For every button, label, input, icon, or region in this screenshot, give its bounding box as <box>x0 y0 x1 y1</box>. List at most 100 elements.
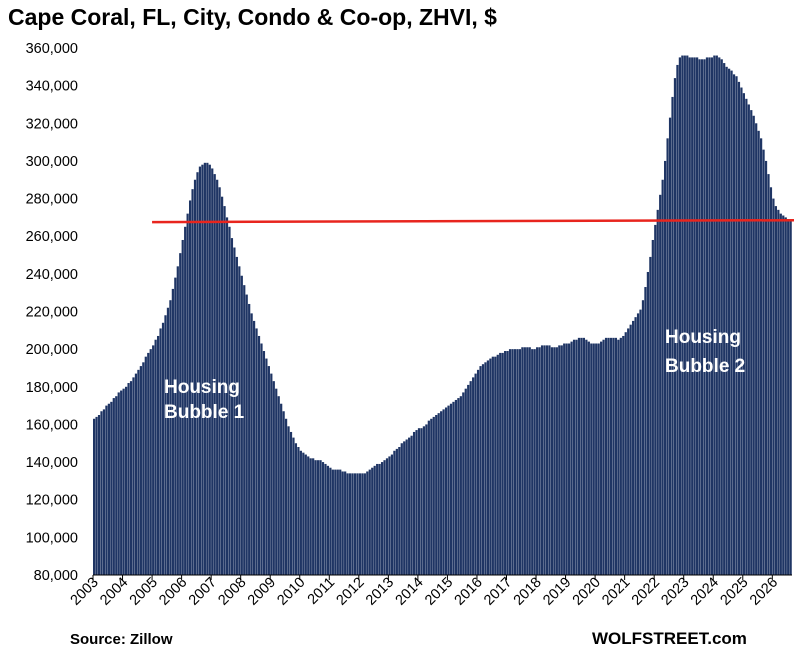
x-tick-label: 2007 <box>186 575 220 609</box>
x-tick-label: 2009 <box>245 575 279 609</box>
bar <box>304 454 307 575</box>
bar <box>688 57 691 576</box>
bar <box>166 307 170 575</box>
bar <box>329 467 332 575</box>
bar <box>769 187 773 575</box>
bar <box>144 356 147 575</box>
bar <box>344 471 347 575</box>
bar <box>607 337 610 575</box>
bars <box>93 55 792 576</box>
bar <box>506 351 509 575</box>
bar <box>476 369 480 575</box>
bar <box>351 473 354 575</box>
bar <box>97 415 101 575</box>
bar <box>403 441 406 575</box>
bar <box>592 343 595 575</box>
bar <box>316 460 320 575</box>
bar <box>284 418 288 575</box>
bar <box>324 463 327 575</box>
bar <box>260 343 263 575</box>
bar <box>110 401 113 575</box>
bar <box>511 349 514 575</box>
bar <box>585 339 588 575</box>
bar <box>504 351 507 575</box>
bar <box>723 63 726 576</box>
bar <box>270 373 273 575</box>
y-tick-label: 340,000 <box>26 79 78 95</box>
bar <box>368 469 371 575</box>
bar <box>513 349 517 575</box>
x-tick-label: 2022 <box>629 575 663 609</box>
bar <box>169 300 172 575</box>
bar <box>730 70 733 575</box>
x-tick-label: 2013 <box>363 575 397 609</box>
y-tick-label: 320,000 <box>26 116 78 132</box>
y-tick-label: 220,000 <box>26 305 78 321</box>
bar <box>280 403 283 575</box>
bar <box>563 343 566 575</box>
bar <box>484 362 487 575</box>
bar <box>454 399 458 575</box>
bar <box>713 55 716 575</box>
bar <box>718 57 721 576</box>
bar <box>267 366 270 575</box>
y-tick-label: 240,000 <box>26 267 78 283</box>
x-tick-label: 2018 <box>511 575 545 609</box>
bar <box>176 266 179 575</box>
bar <box>238 266 241 575</box>
bar <box>122 388 125 575</box>
bar <box>289 431 293 575</box>
bar <box>678 57 681 576</box>
bar <box>400 443 403 575</box>
bar <box>590 343 593 575</box>
bar <box>472 377 475 576</box>
y-tick-label: 260,000 <box>26 229 78 245</box>
bar <box>661 179 664 575</box>
reference-line <box>152 218 795 224</box>
x-tick-label: 2017 <box>481 575 515 609</box>
bar <box>220 196 224 575</box>
bar <box>425 424 428 575</box>
y-tick-label: 160,000 <box>26 417 78 433</box>
bar <box>755 123 758 575</box>
bar <box>432 416 435 575</box>
bar <box>627 328 630 575</box>
x-tick-label: 2012 <box>334 575 368 609</box>
bar <box>467 384 470 575</box>
bar <box>331 469 334 575</box>
bar <box>179 253 182 575</box>
annotation-bubble-2-line-1: Housing <box>665 327 741 348</box>
annotation-bubble-1-line-1: Housing <box>164 377 240 398</box>
x-axis-ticks: 2003200420052006200720082009201020112012… <box>68 575 781 609</box>
bar <box>225 217 229 575</box>
bar <box>715 55 718 575</box>
bar <box>659 194 662 575</box>
bar <box>550 347 554 575</box>
bar <box>112 398 115 575</box>
bar <box>779 213 782 575</box>
bar <box>540 345 544 575</box>
bar <box>521 347 524 575</box>
bar <box>299 450 302 575</box>
bar <box>479 366 482 575</box>
bar <box>720 59 723 576</box>
bar <box>568 343 571 575</box>
bar <box>708 57 711 576</box>
bar <box>139 366 142 575</box>
bar <box>760 138 763 575</box>
bar <box>156 335 160 575</box>
bar <box>686 55 689 575</box>
bar <box>393 450 396 575</box>
bar <box>248 303 251 575</box>
bar <box>752 115 755 575</box>
bar <box>243 285 246 575</box>
y-tick-label: 80,000 <box>34 568 78 584</box>
bar <box>782 215 785 575</box>
bar <box>745 98 748 575</box>
bar <box>314 460 317 575</box>
bar <box>262 351 266 575</box>
bar <box>543 345 546 575</box>
bar <box>632 320 635 575</box>
bar <box>481 364 485 575</box>
x-tick-label: 2015 <box>422 575 456 609</box>
